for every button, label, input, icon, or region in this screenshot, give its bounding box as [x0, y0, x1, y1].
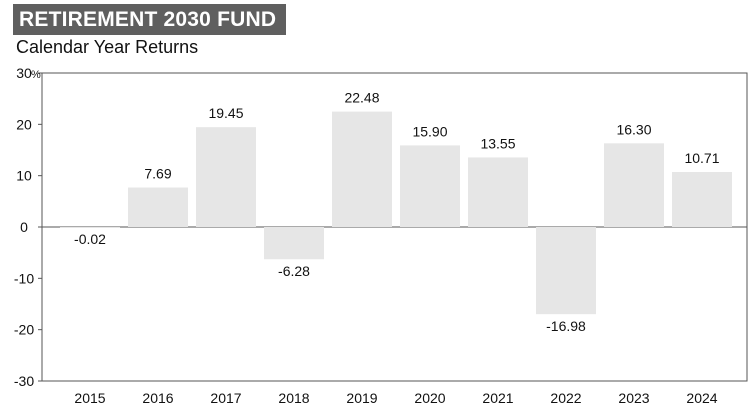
y-tick-label: 10 [16, 168, 32, 184]
y-tick-label: 0 [20, 219, 28, 235]
bar-2018 [264, 227, 324, 260]
bar-2024 [672, 172, 732, 227]
x-tick-label: 2016 [142, 390, 173, 406]
bar-2020 [400, 145, 460, 227]
y-tick-label: -20 [14, 322, 34, 338]
x-tick-label: 2018 [278, 390, 309, 406]
bar-2016 [128, 187, 188, 227]
bar-2019 [332, 111, 392, 227]
value-label-2019: 22.48 [344, 90, 379, 106]
x-tick-label: 2021 [482, 390, 513, 406]
value-label-2016: 7.69 [144, 166, 171, 182]
chart-subtitle: Calendar Year Returns [16, 37, 199, 57]
value-label-2021: 13.55 [480, 135, 515, 151]
x-tick-label: 2024 [686, 390, 717, 406]
value-label-2024: 10.71 [684, 150, 719, 166]
x-tick-label: 2022 [550, 390, 581, 406]
value-labels-group: -0.02 7.69 19.45 -6.28 22.48 15.90 13.55 -16.98… [74, 90, 720, 335]
value-label-2017: 19.45 [208, 105, 243, 121]
bar-2023 [604, 143, 664, 227]
value-label-2023: 16.30 [616, 121, 651, 137]
bar-2015 [60, 227, 120, 228]
chart-title: RETIREMENT 2030 FUND [13, 4, 287, 35]
x-tick-label: 2017 [210, 390, 241, 406]
value-label-2020: 15.90 [412, 123, 447, 139]
bars-group [60, 111, 732, 315]
value-label-2022: -16.98 [546, 318, 586, 334]
y-tick-label: -10 [14, 270, 34, 286]
value-label-2018: -6.28 [278, 263, 310, 279]
y-unit-label: % [31, 69, 41, 81]
bar-2017 [196, 127, 256, 227]
y-tick-label: 20 [16, 116, 32, 132]
x-tick-label: 2023 [618, 390, 649, 406]
x-tick-label: 2019 [346, 390, 377, 406]
x-tick-label: 2020 [414, 390, 445, 406]
y-tick-label: -30 [14, 373, 34, 389]
value-label-2015: -0.02 [74, 231, 106, 247]
x-axis: 2015 2016 2017 2018 2019 2020 2021 2022 2023 2024 [74, 390, 717, 406]
bar-2022 [536, 227, 596, 315]
x-tick-label: 2015 [74, 390, 105, 406]
bar-2021 [468, 157, 528, 227]
y-tick-label: 30 [16, 65, 32, 81]
